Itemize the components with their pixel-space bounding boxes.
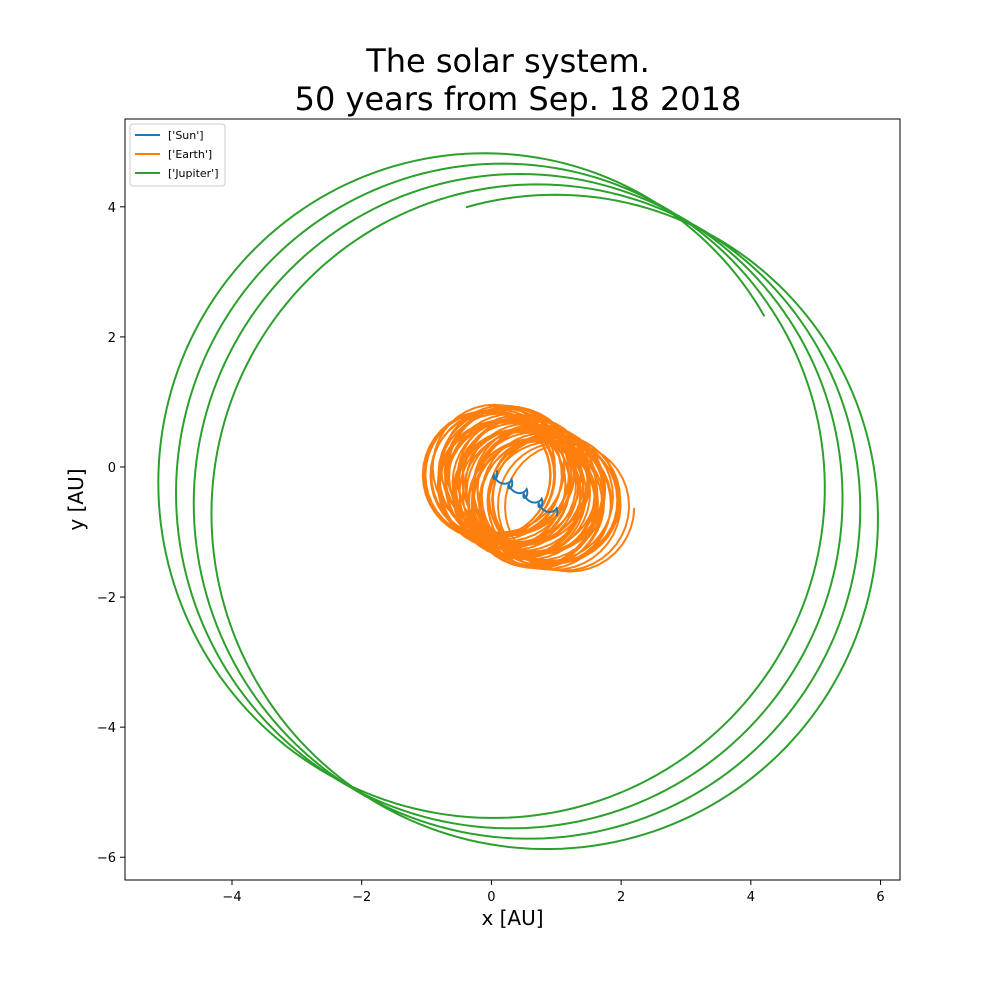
x-tick-label: 4 — [747, 890, 755, 905]
legend-label: ['Sun'] — [168, 129, 204, 142]
series-sun-line — [492, 469, 559, 517]
y-tick-label: 2 — [108, 331, 116, 346]
x-tick-label: −4 — [222, 890, 241, 905]
y-tick-label: −2 — [97, 591, 116, 606]
axes-frame — [124, 118, 901, 881]
chart-subtitle: 50 years from Sep. 18 2018 — [295, 80, 742, 118]
y-tick-label: −4 — [97, 721, 116, 736]
y-tick-label: 4 — [108, 201, 116, 216]
plot-area — [157, 152, 879, 851]
series-jupiter-line — [157, 152, 879, 851]
x-axis-label: x [AU] — [481, 906, 543, 930]
y-tick-label: 0 — [108, 461, 116, 476]
axis-ticks: −4 −2 0 2 4 6 −6 −4 −2 0 2 4 — [97, 201, 885, 905]
legend-label: ['Earth'] — [168, 148, 212, 161]
legend: ['Sun'] ['Earth'] ['Jupiter'] — [129, 123, 226, 187]
y-axis-label: y [AU] — [64, 468, 88, 530]
y-tick-label: −6 — [97, 851, 116, 866]
x-tick-label: 6 — [876, 890, 884, 905]
chart-title: The solar system. — [365, 42, 650, 80]
legend-box — [129, 123, 226, 187]
x-tick-label: 2 — [617, 890, 625, 905]
x-tick-label: 0 — [487, 890, 495, 905]
x-tick-label: −2 — [352, 890, 371, 905]
legend-label: ['Jupiter'] — [168, 167, 219, 180]
series-earth-line — [421, 403, 636, 573]
